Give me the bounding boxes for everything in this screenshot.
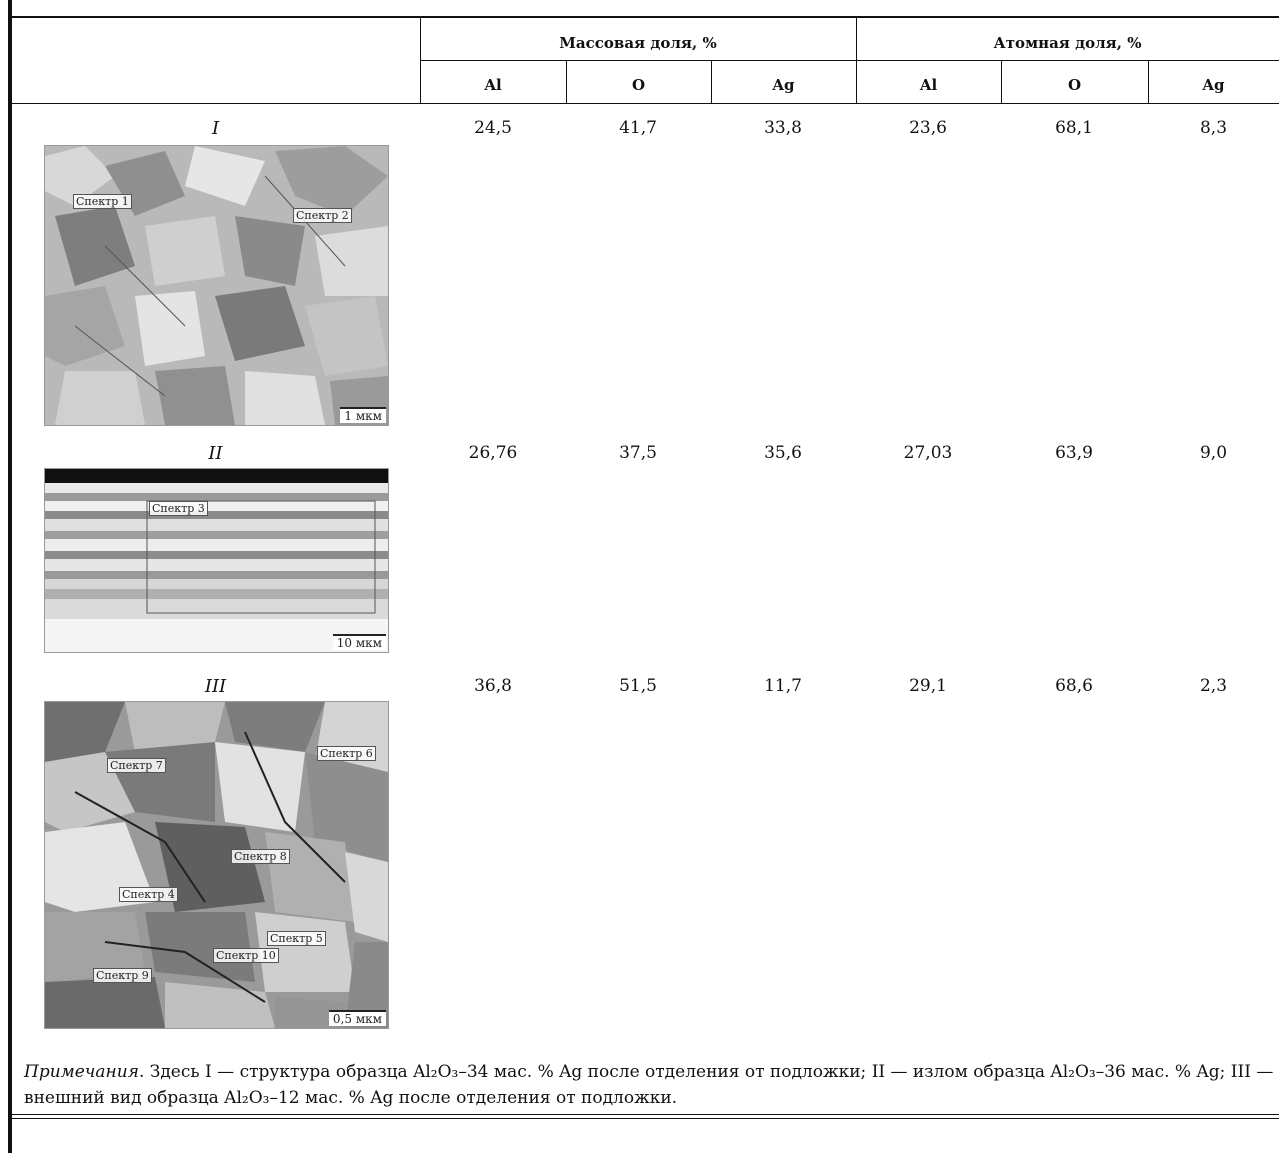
value-cell: 36,8 — [474, 676, 512, 696]
header-divider — [1001, 60, 1002, 103]
value-cell: 35,6 — [764, 443, 802, 463]
spectrum-label: Спектр 10 — [213, 948, 279, 963]
left-margin-rule — [8, 0, 12, 1153]
spectrum-label: Спектр 6 — [317, 746, 376, 761]
value-cell: 68,6 — [1055, 676, 1093, 696]
row-label: I — [211, 118, 220, 139]
value-cell: 27,03 — [903, 443, 953, 463]
spectrum-label: Спектр 7 — [107, 758, 166, 773]
micrograph-image: Спектр 7 Спектр 6 Спектр 8 Спектр 4 Спек… — [44, 701, 389, 1029]
header-divider — [711, 60, 712, 103]
micrograph-image: Спектр 3 10 мкм — [44, 468, 389, 653]
col-header-atomic-ag: Ag — [1202, 76, 1225, 94]
value-cell: 9,0 — [1199, 443, 1228, 463]
table-note: Примечания. Здесь I — структура образца … — [24, 1059, 1279, 1111]
col-header-atomic-o: O — [1067, 76, 1082, 94]
atomic-fraction-header: Атомная доля, % — [993, 34, 1142, 52]
micrograph-image: Спектр 1 Спектр 2 1 мкм — [44, 145, 389, 426]
value-cell: 2,3 — [1199, 676, 1228, 696]
col-header-mass-o: O — [631, 76, 646, 94]
header-bottom-rule — [12, 103, 1279, 104]
value-cell: 41,7 — [619, 118, 657, 138]
header-divider — [566, 60, 567, 103]
spectrum-label: Спектр 9 — [93, 968, 152, 983]
col-header-mass-al: Al — [484, 76, 502, 94]
scale-bar: 1 мкм — [340, 407, 386, 423]
micrograph-layers — [45, 469, 388, 652]
table-top-rule — [12, 16, 1279, 18]
mass-fraction-header: Массовая доля, % — [559, 34, 717, 52]
value-cell: 37,5 — [619, 443, 657, 463]
spectrum-label: Спектр 1 — [73, 194, 132, 209]
value-cell: 63,9 — [1055, 443, 1093, 463]
scale-bar: 0,5 мкм — [328, 1010, 386, 1026]
value-cell: 24,5 — [474, 118, 512, 138]
value-cell: 29,1 — [909, 676, 947, 696]
table-bottom-rule — [12, 1118, 1279, 1119]
table-bottom-rule — [12, 1114, 1279, 1115]
col-header-mass-ag: Ag — [772, 76, 795, 94]
value-cell: 11,7 — [764, 676, 802, 696]
spectrum-label: Спектр 3 — [149, 501, 208, 516]
header-group-rule — [420, 60, 1279, 61]
note-prefix: Примечания — [24, 1062, 139, 1082]
header-divider — [1148, 60, 1149, 103]
spectrum-label: Спектр 2 — [293, 208, 352, 223]
micrograph-flakes — [45, 146, 388, 425]
value-cell: 33,8 — [764, 118, 802, 138]
value-cell: 23,6 — [909, 118, 947, 138]
spectrum-label: Спектр 5 — [267, 931, 326, 946]
col-header-atomic-al: Al — [919, 76, 938, 94]
spectrum-label: Спектр 8 — [231, 849, 290, 864]
value-cell: 8,3 — [1199, 118, 1228, 138]
value-cell: 26,76 — [468, 443, 518, 463]
note-body: . Здесь I — структура образца Al₂O₃–34 м… — [24, 1062, 1274, 1108]
value-cell: 51,5 — [619, 676, 657, 696]
value-cell: 68,1 — [1055, 118, 1093, 138]
row-label: III — [204, 676, 227, 697]
row-label: II — [208, 443, 223, 464]
spectrum-label: Спектр 4 — [119, 887, 178, 902]
scale-bar: 10 мкм — [332, 634, 386, 650]
